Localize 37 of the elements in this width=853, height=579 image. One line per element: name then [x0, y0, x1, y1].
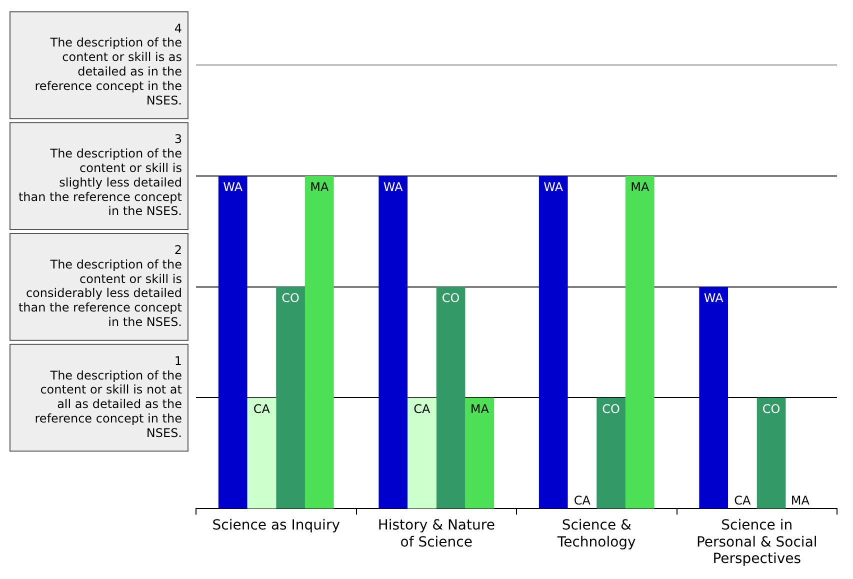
- y-tick-label: 4 The description of the content or skill is as detailed as in the reference concept in the NSES.: [34, 21, 182, 108]
- bar: [378, 176, 408, 509]
- bar: [625, 176, 654, 509]
- x-tick-label: History & Nature of Science: [378, 518, 495, 550]
- bar: [408, 398, 436, 509]
- bar: [538, 176, 568, 509]
- x-tick-label: Science in Personal & Social Perspectives: [696, 518, 818, 568]
- y-tick-label: 3 The description of the content or skill is slightly less detailed than the reference concept in the NSES.: [18, 132, 182, 218]
- text: MA: [470, 402, 489, 416]
- bar: [756, 398, 786, 509]
- bar: [596, 398, 626, 509]
- bar: [436, 286, 466, 509]
- series-label: CO: [282, 291, 300, 306]
- bar: [465, 398, 494, 509]
- x-tick-label: Science as Inquiry: [212, 518, 340, 534]
- text: CO: [442, 291, 460, 306]
- text: CO: [602, 402, 620, 416]
- bar: [276, 286, 305, 509]
- text: CA: [574, 494, 590, 508]
- text: MA: [630, 180, 650, 194]
- bar: [247, 398, 276, 509]
- y-tick-label: 2 The description of the content or skill is considerably less detailed than the reference concept in the NSES.: [18, 243, 182, 330]
- text: WA: [383, 180, 403, 194]
- bar: [699, 286, 728, 509]
- bar: [218, 176, 248, 509]
- text: CO: [762, 402, 780, 416]
- series-label: CA: [253, 402, 271, 416]
- series-label: WA: [223, 180, 244, 194]
- y-tick-label: 1 The description of the content or skill is not at all as detailed as the reference concept in the NSES.: [34, 354, 182, 440]
- text: WA: [544, 180, 564, 194]
- text: CA: [414, 402, 430, 416]
- bar: [304, 176, 334, 509]
- text: CA: [734, 494, 751, 508]
- x-tick-label: Science & Technology: [556, 518, 636, 550]
- text: WA: [704, 291, 724, 306]
- text: MA: [790, 494, 810, 508]
- series-label: MA: [310, 180, 330, 194]
